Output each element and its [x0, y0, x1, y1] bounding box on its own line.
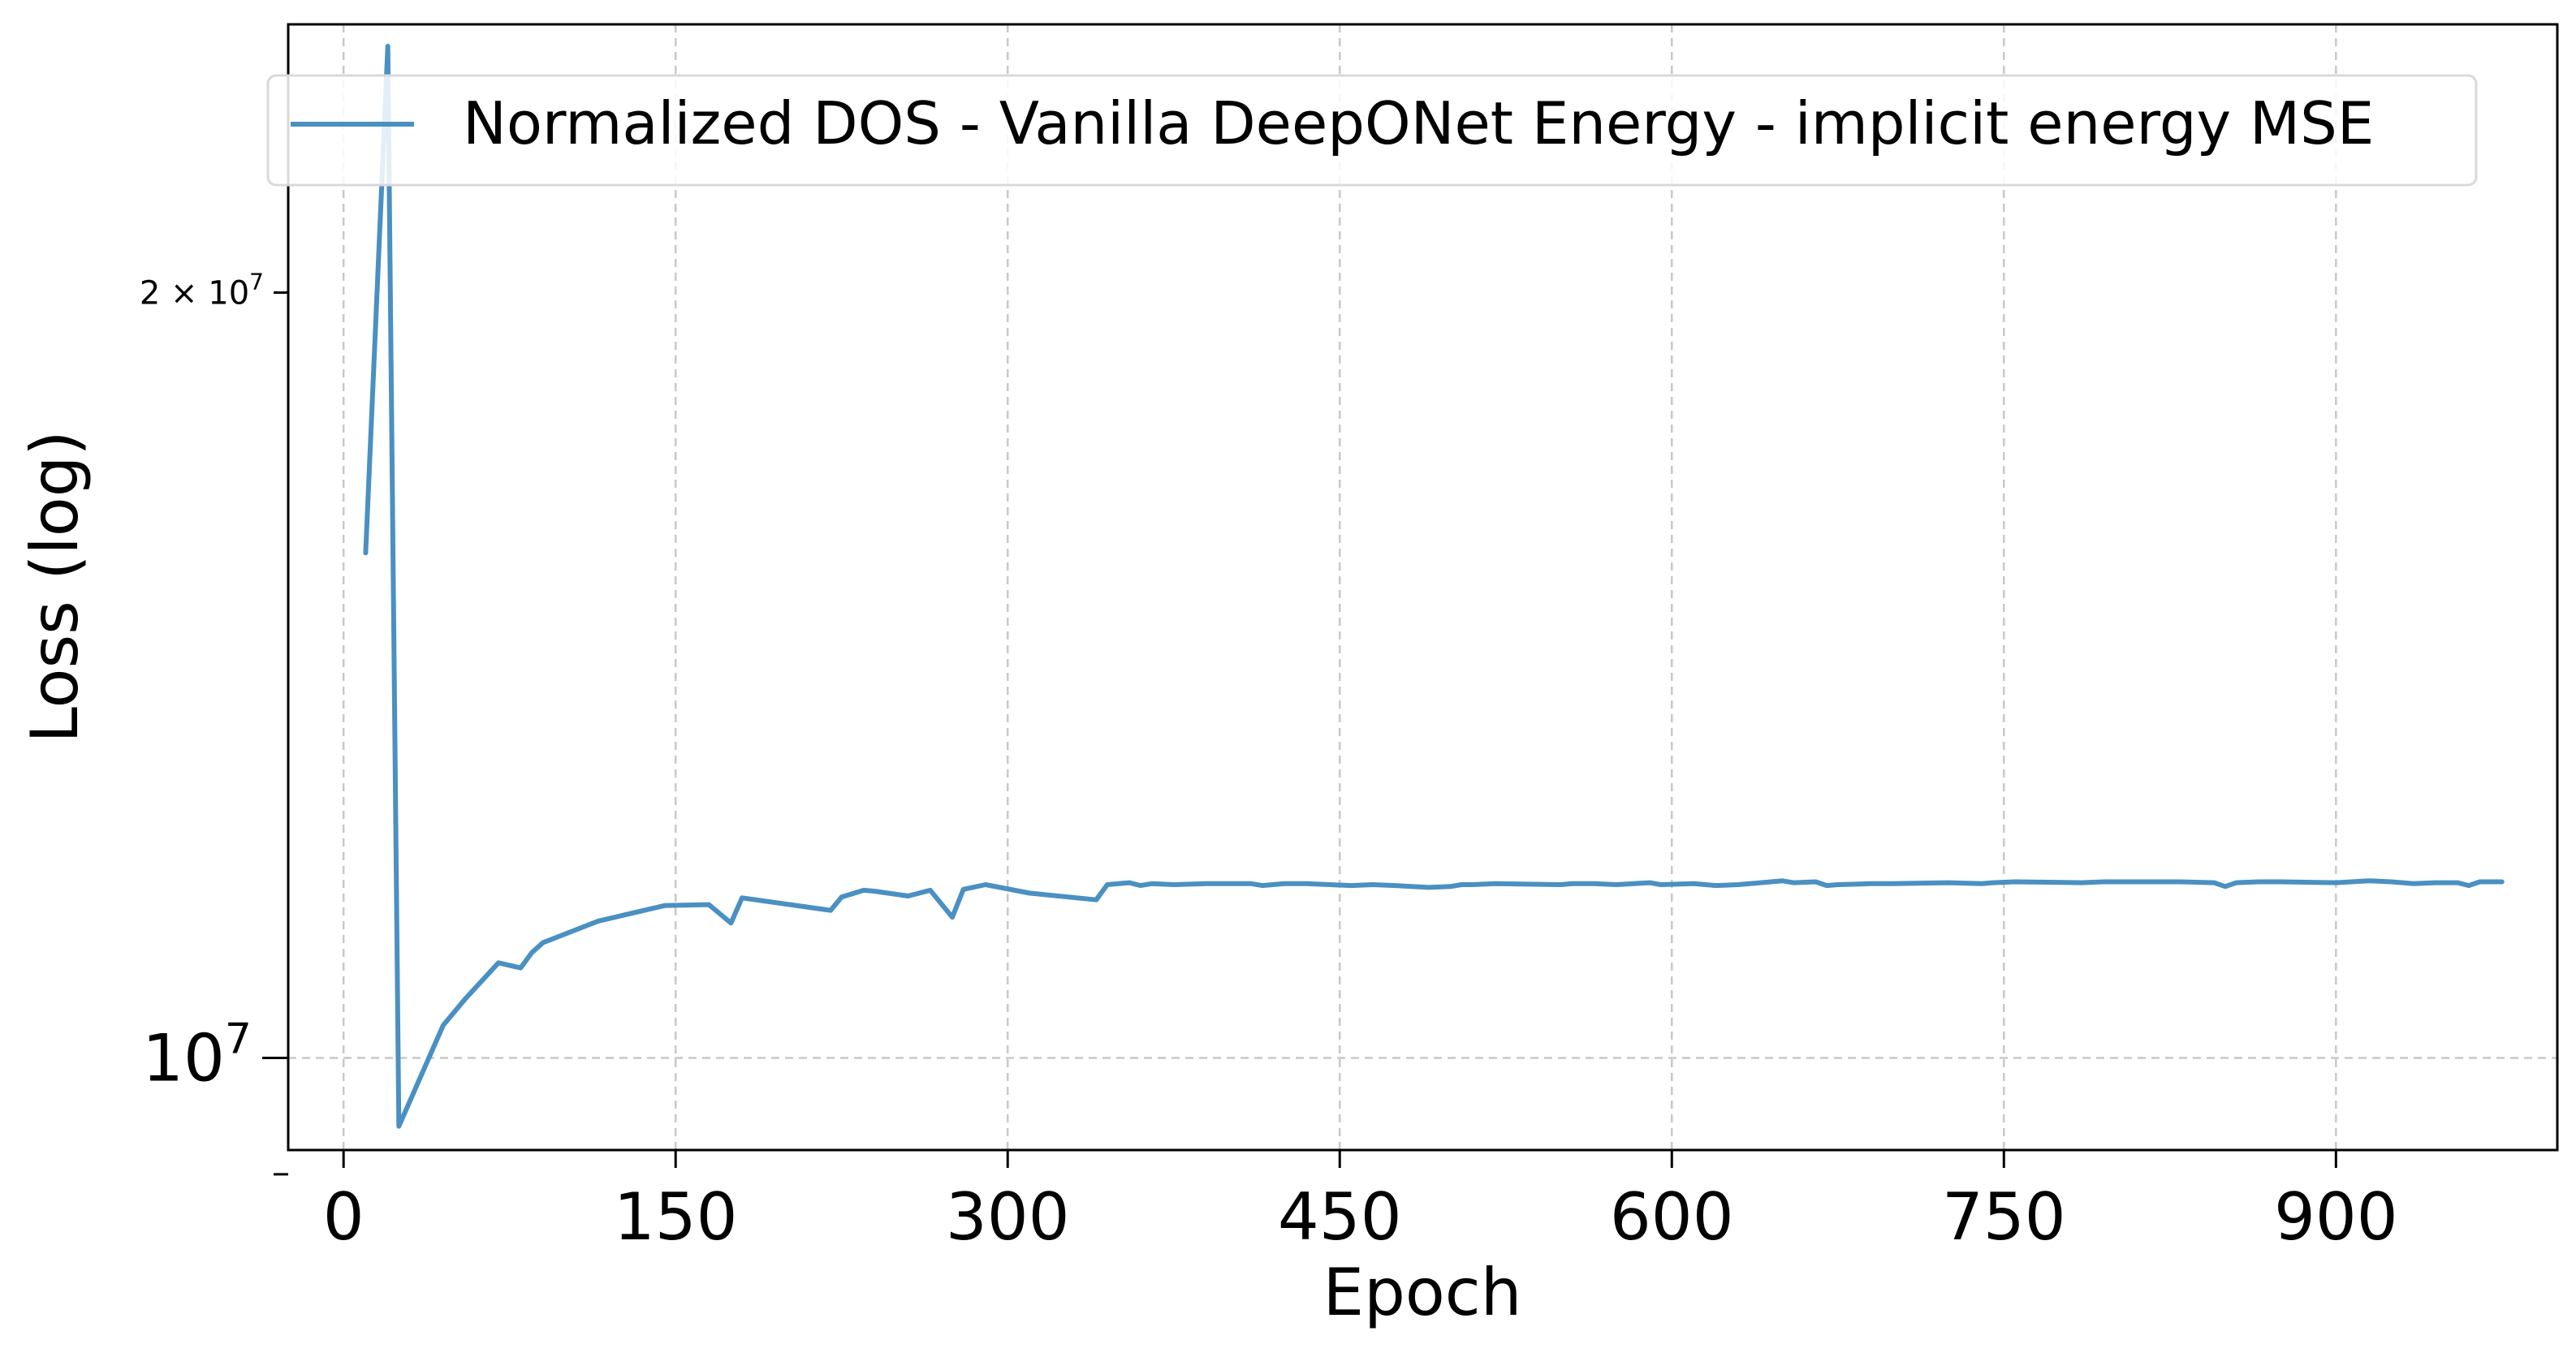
x-axis-label: Epoch	[1323, 1255, 1522, 1330]
y-minor-tick-label: 2 × 107	[140, 269, 264, 312]
x-tick-label: 150	[614, 1179, 738, 1255]
x-tick-label: 900	[2274, 1179, 2398, 1255]
x-tick-label: 450	[1278, 1179, 1402, 1255]
legend-label: Normalized DOS - Vanilla DeepONet Energy…	[463, 89, 2374, 157]
plot-area-frame	[287, 23, 2559, 1152]
series-line	[363, 43, 2505, 1129]
y-axis-ticks: 107 2 × 107	[140, 269, 288, 1176]
y-major-tick-label: 107	[142, 1015, 252, 1096]
x-tick-label: 750	[1942, 1179, 2066, 1255]
x-axis-ticks: 0 150 300 450 600 750 900	[323, 1150, 2398, 1255]
y-axis-label: Loss (log)	[17, 430, 93, 743]
x-tick-label: 600	[1610, 1179, 1734, 1255]
series-layer	[363, 43, 2505, 1129]
grid-lines	[288, 24, 2557, 1150]
x-tick-label: 0	[323, 1179, 365, 1255]
legend: Normalized DOS - Vanilla DeepONet Energy…	[266, 74, 2478, 187]
x-tick-label: 300	[946, 1179, 1070, 1255]
legend-box	[266, 74, 2478, 187]
